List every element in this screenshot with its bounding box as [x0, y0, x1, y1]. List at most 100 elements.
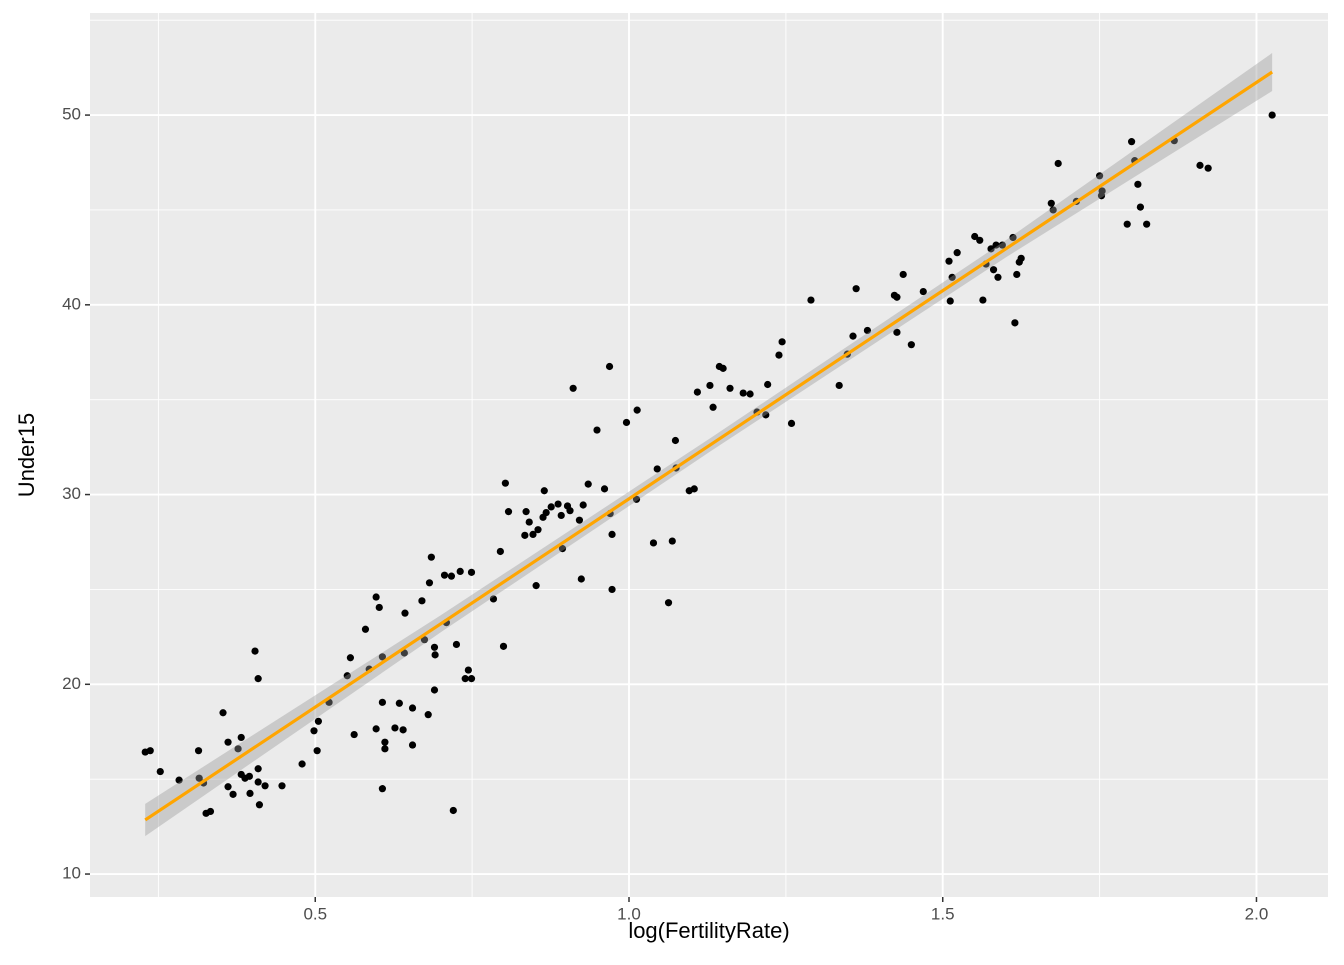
point: [381, 745, 389, 753]
y-axis-title: Under15: [14, 413, 39, 497]
y-tick-label: 40: [62, 294, 81, 313]
point: [787, 419, 796, 428]
point: [608, 530, 616, 539]
point: [554, 500, 562, 508]
point: [593, 426, 601, 434]
point: [224, 738, 232, 746]
point: [395, 699, 403, 707]
point: [992, 241, 1000, 249]
point: [1136, 203, 1144, 211]
x-tick-label: 1.0: [617, 904, 641, 923]
point: [195, 774, 203, 782]
point: [1096, 172, 1104, 180]
point: [254, 765, 262, 773]
point: [1017, 254, 1025, 262]
point: [575, 516, 584, 524]
point: [489, 595, 498, 603]
point: [401, 609, 409, 617]
point: [343, 672, 351, 680]
point: [540, 487, 548, 495]
point: [622, 418, 631, 427]
point: [863, 326, 872, 335]
x-axis-title: log(FertilityRate): [628, 918, 789, 943]
point: [1098, 187, 1106, 195]
point: [399, 726, 407, 734]
point: [994, 273, 1002, 281]
point: [1123, 220, 1131, 228]
point: [1049, 206, 1057, 214]
point: [224, 783, 232, 791]
point: [835, 381, 843, 390]
point: [314, 717, 322, 725]
point: [461, 675, 469, 683]
x-tick-label: 1.5: [931, 904, 955, 923]
point: [987, 245, 995, 253]
point: [310, 727, 318, 735]
point: [237, 733, 245, 742]
point: [608, 585, 616, 594]
point: [175, 776, 183, 784]
point: [557, 511, 565, 520]
point: [278, 782, 286, 790]
point: [971, 232, 979, 241]
point: [1011, 319, 1019, 327]
grid: [90, 13, 1328, 897]
point: [375, 603, 383, 612]
point: [529, 530, 537, 539]
point: [447, 572, 456, 580]
point: [719, 364, 727, 372]
point: [245, 772, 253, 780]
point: [254, 778, 262, 786]
point: [976, 236, 984, 244]
point: [521, 531, 529, 539]
y-tick-label: 10: [62, 864, 81, 883]
point: [501, 479, 509, 487]
point: [945, 257, 953, 265]
point: [668, 537, 676, 545]
point: [525, 518, 533, 526]
point: [579, 501, 587, 509]
point: [522, 508, 530, 516]
point: [499, 642, 508, 650]
point: [1009, 233, 1017, 242]
point: [408, 704, 417, 712]
point: [706, 381, 714, 390]
point: [400, 649, 408, 657]
point: [146, 747, 154, 755]
point: [430, 643, 439, 651]
point: [633, 406, 641, 414]
point: [946, 297, 954, 305]
point: [649, 539, 658, 547]
point: [709, 403, 717, 411]
point: [378, 698, 387, 706]
point: [350, 730, 358, 739]
point: [893, 328, 901, 336]
point: [690, 485, 698, 493]
point: [532, 582, 540, 590]
point: [229, 790, 237, 798]
point: [251, 647, 259, 655]
point: [726, 384, 734, 392]
point: [496, 547, 504, 556]
point: [456, 567, 464, 576]
point: [1013, 270, 1021, 279]
fit-line: [144, 70, 1274, 822]
point: [430, 686, 439, 694]
point: [246, 789, 254, 798]
y-tick-label: 20: [62, 674, 81, 693]
point: [542, 508, 550, 517]
point: [440, 571, 449, 579]
point: [1268, 111, 1276, 119]
point: [372, 593, 380, 601]
point: [547, 503, 555, 511]
point: [261, 782, 269, 790]
point: [378, 653, 387, 661]
point: [600, 485, 609, 493]
point: [298, 760, 306, 768]
point: [558, 545, 567, 553]
point: [775, 351, 783, 359]
point: [372, 725, 380, 733]
point: [664, 599, 673, 607]
point: [194, 747, 203, 755]
